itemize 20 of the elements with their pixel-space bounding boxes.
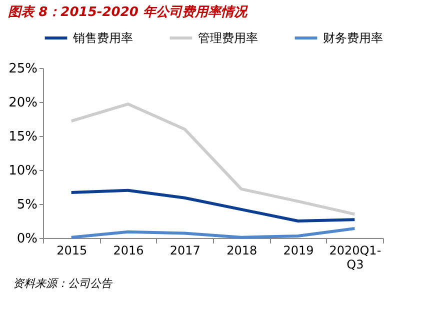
line-series — [70, 226, 356, 239]
text: 资料来源：公司公告 — [13, 277, 113, 290]
x-tick-label: 2020Q1- Q3 — [329, 244, 382, 272]
legend-label: 销售费用率 — [72, 31, 133, 45]
legend-label: 管理费用率 — [198, 31, 258, 45]
y-tick-label: 20% — [8, 96, 38, 110]
x-tick-label: 2018 — [226, 244, 258, 258]
line-series — [70, 188, 356, 222]
x-tick-label: 2019 — [283, 244, 314, 258]
legend-label: 财务费用率 — [323, 31, 383, 45]
x-tick-label: 2016 — [113, 244, 144, 258]
x-tick-label: 2017 — [170, 244, 200, 258]
x-tick-label: 2015 — [56, 244, 88, 258]
line-series — [70, 102, 356, 216]
y-tick-label: 15% — [8, 130, 38, 144]
y-tick-label: 25% — [8, 62, 38, 76]
chart-title: 图表 8：2015-2020 年公司费用率情况 — [8, 4, 248, 20]
y-tick-label: 0% — [16, 232, 38, 246]
y-tick-label: 5% — [16, 198, 38, 212]
y-tick-label: 10% — [8, 164, 38, 178]
